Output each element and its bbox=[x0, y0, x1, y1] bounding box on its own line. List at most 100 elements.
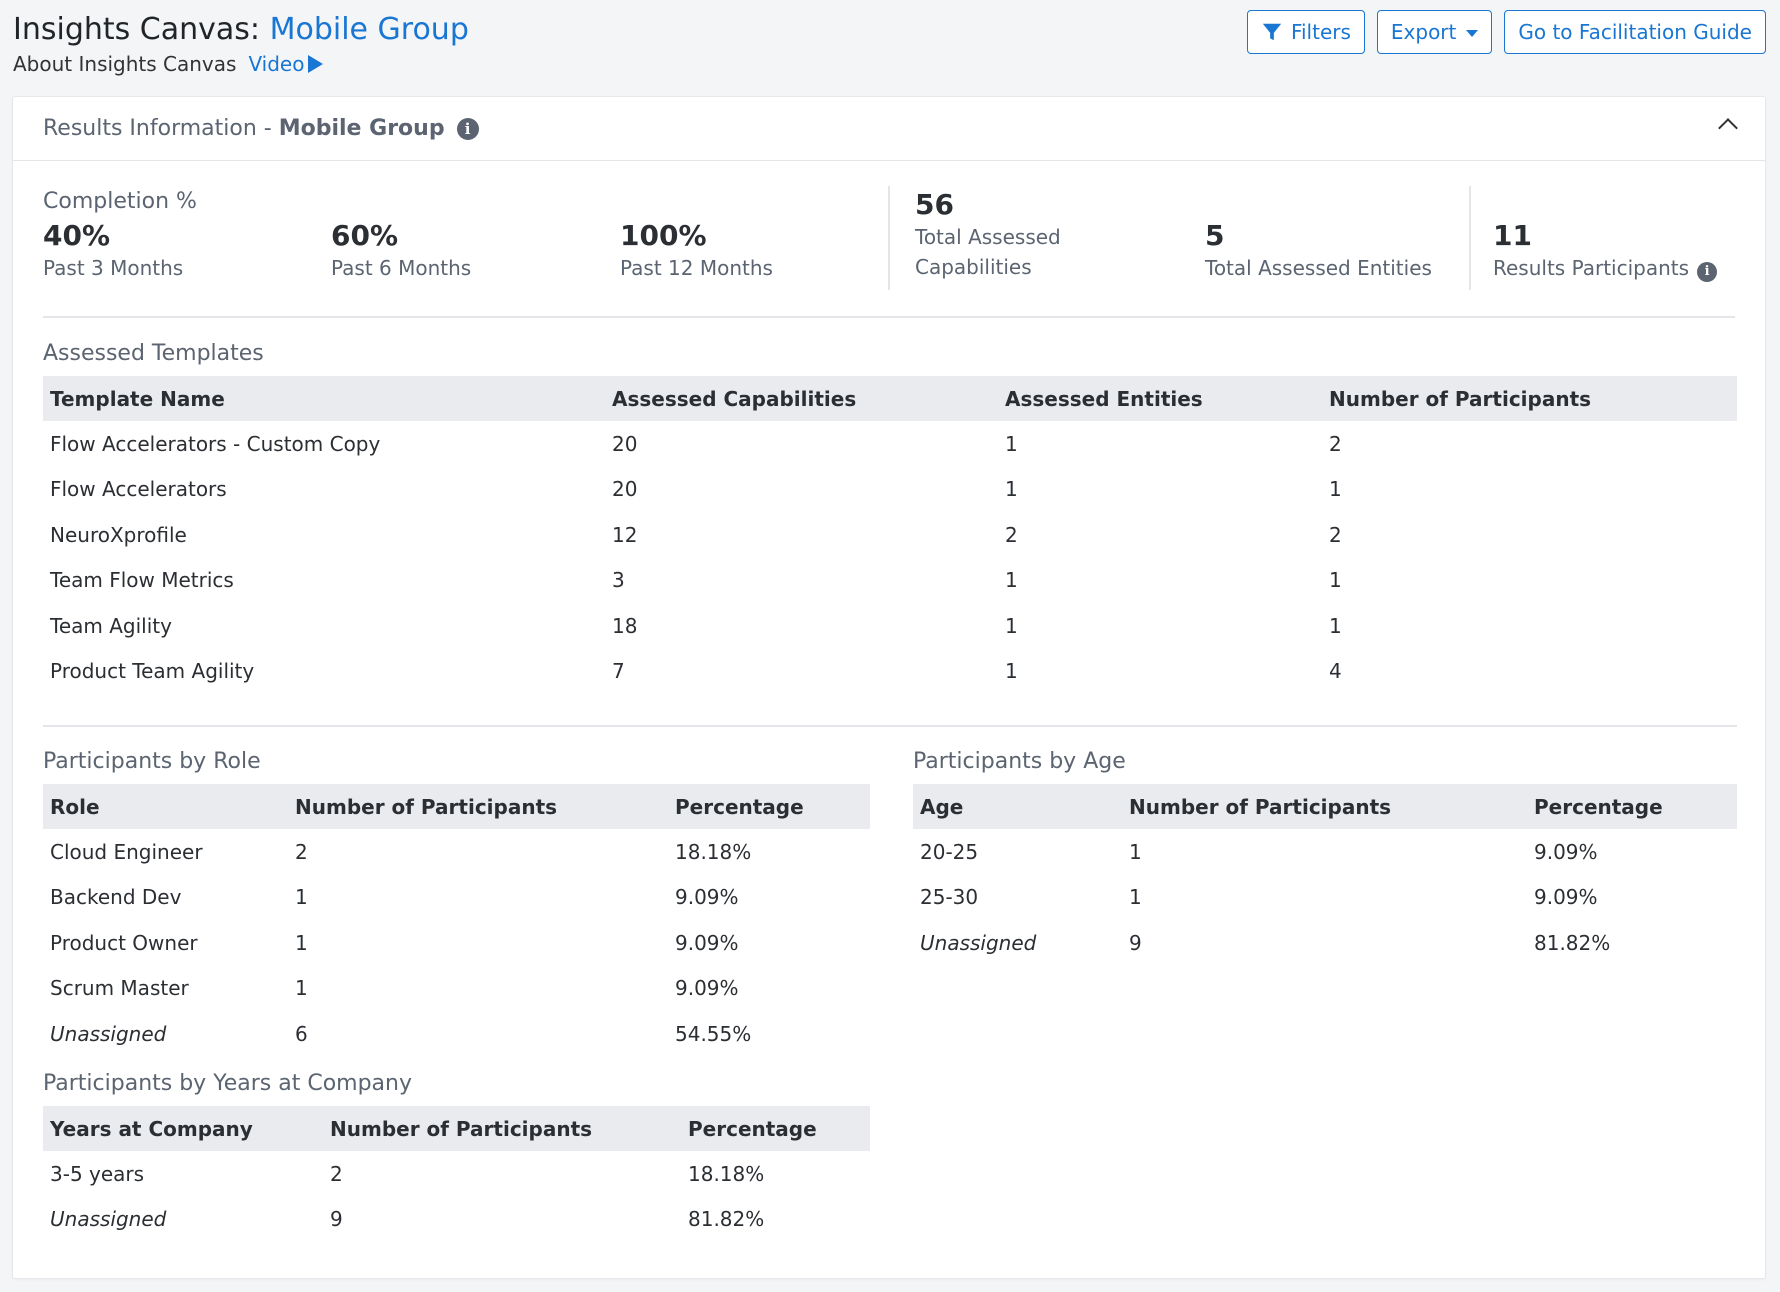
table-cell: 3 bbox=[612, 568, 625, 593]
column-header: Number of Participants bbox=[330, 1116, 593, 1141]
table-cell: 18.18% bbox=[688, 1161, 765, 1186]
about-line: About Insights Canvas Video bbox=[13, 52, 1766, 76]
stat-total-assessed-capabilities: 56 Total Assessed Capabilities bbox=[915, 188, 1061, 282]
table-cell: 9 bbox=[330, 1207, 343, 1232]
info-icon[interactable]: i bbox=[1697, 262, 1718, 282]
section-title: Participants by Age bbox=[913, 749, 1126, 774]
table-row: Backend Dev 1 9.09% bbox=[43, 875, 870, 921]
table-cell: 1 bbox=[1005, 568, 1018, 593]
stat-label: Past 3 Months bbox=[43, 256, 184, 280]
table-row: NeuroXprofile 12 2 2 bbox=[43, 512, 1737, 558]
table-row: Scrum Master 1 9.09% bbox=[43, 966, 870, 1012]
table-cell: 2 bbox=[1329, 431, 1342, 456]
page-title-group[interactable]: Mobile Group bbox=[269, 12, 469, 47]
table-cell: 81.82% bbox=[1534, 930, 1611, 955]
column-header: Number of Participants bbox=[1129, 794, 1392, 819]
stat-total-assessed-entities: 5 Total Assessed Entities bbox=[1205, 219, 1432, 283]
filters-button[interactable]: Filters bbox=[1246, 10, 1365, 54]
table-cell: 1 bbox=[295, 930, 308, 955]
facilitation-guide-button[interactable]: Go to Facilitation Guide bbox=[1504, 10, 1766, 54]
table-cell: 1 bbox=[1005, 477, 1018, 502]
export-dropdown-button[interactable]: Export bbox=[1376, 10, 1493, 54]
section-title: Assessed Templates bbox=[43, 341, 264, 366]
table-cell: 81.82% bbox=[688, 1207, 765, 1232]
completion-label: Completion % bbox=[43, 189, 197, 214]
stat-value: 5 bbox=[1205, 219, 1225, 252]
card-title-group: Mobile Group bbox=[278, 116, 445, 141]
participants-by-age-section: Participants by Age Age Number of Partic… bbox=[913, 740, 1737, 966]
card-header[interactable]: Results Information - Mobile Group i bbox=[13, 97, 1765, 161]
results-information-card: Results Information - Mobile Group i Com… bbox=[12, 96, 1766, 1279]
section-title: Participants by Years at Company bbox=[43, 1071, 412, 1096]
page-title: Insights Canvas: Mobile Group bbox=[13, 10, 1766, 50]
table-cell: 1 bbox=[295, 976, 308, 1001]
stat-label-line1: Total Assessed bbox=[915, 225, 1061, 249]
table-cell: 1 bbox=[1329, 477, 1342, 502]
stat-past-3-months: 40% Past 3 Months bbox=[43, 219, 183, 283]
table-cell: 1 bbox=[1129, 839, 1142, 864]
table-row: Flow Accelerators 20 1 1 bbox=[43, 467, 1737, 513]
column-header: Percentage bbox=[675, 794, 804, 819]
column-header: Template Name bbox=[50, 386, 225, 411]
filters-button-label: Filters bbox=[1290, 20, 1351, 44]
table-cell: Product Team Agility bbox=[50, 659, 255, 684]
table-cell: Unassigned bbox=[50, 1207, 167, 1232]
column-header: Number of Participants bbox=[1329, 386, 1592, 411]
table-row: Product Owner 1 9.09% bbox=[43, 920, 870, 966]
table-cell: 2 bbox=[1329, 522, 1342, 547]
table-row: Flow Accelerators - Custom Copy 20 1 2 bbox=[43, 421, 1737, 467]
table-cell: Cloud Engineer bbox=[50, 839, 203, 864]
table-row: 25-30 1 9.09% bbox=[913, 875, 1737, 921]
stat-value: 56 bbox=[915, 188, 954, 221]
table-cell: 20 bbox=[612, 431, 638, 456]
table-cell: Team Agility bbox=[50, 613, 172, 638]
stat-label: Total Assessed Entities bbox=[1205, 256, 1432, 280]
card-body: Completion % 40% Past 3 Months 60% Past … bbox=[13, 161, 1765, 318]
table-cell: 1 bbox=[295, 885, 308, 910]
table-header-row: Template Name Assessed Capabilities Asse… bbox=[43, 376, 1737, 421]
participants-by-years-section: Participants by Years at Company Years a… bbox=[43, 1062, 870, 1242]
column-header: Role bbox=[50, 794, 100, 819]
table-cell: 9.09% bbox=[1534, 885, 1598, 910]
column-header: Years at Company bbox=[50, 1116, 253, 1141]
table-cell: 25-30 bbox=[920, 885, 979, 910]
table-cell: 9 bbox=[1129, 930, 1142, 955]
video-link[interactable]: Video bbox=[248, 52, 324, 76]
assessed-templates-table: Template Name Assessed Capabilities Asse… bbox=[43, 376, 1737, 694]
stats-row: Completion % 40% Past 3 Months 60% Past … bbox=[43, 161, 1735, 318]
column-header: Age bbox=[920, 794, 964, 819]
table-row: Unassigned 6 54.55% bbox=[43, 1011, 870, 1057]
info-icon[interactable]: i bbox=[456, 117, 479, 140]
table-cell: 18.18% bbox=[675, 839, 752, 864]
table-cell: 2 bbox=[330, 1161, 343, 1186]
participants-by-years-table: Years at Company Number of Participants … bbox=[43, 1106, 870, 1242]
table-row: Unassigned 9 81.82% bbox=[43, 1197, 870, 1243]
table-cell: Product Owner bbox=[50, 930, 198, 955]
table-cell: 9.09% bbox=[1534, 839, 1598, 864]
section-title: Participants by Role bbox=[43, 749, 261, 774]
chevron-up-icon[interactable] bbox=[1718, 118, 1738, 138]
play-icon bbox=[308, 55, 324, 73]
table-row: 3-5 years 2 18.18% bbox=[43, 1151, 870, 1197]
table-cell: Scrum Master bbox=[50, 976, 189, 1001]
table-cell: 1 bbox=[1005, 613, 1018, 638]
stat-value: 60% bbox=[331, 219, 399, 252]
stats-divider bbox=[1469, 186, 1471, 290]
table-cell: 7 bbox=[612, 659, 625, 684]
header-actions: Filters Export Go to Facilitation Guide bbox=[1246, 10, 1766, 54]
column-header: Percentage bbox=[688, 1116, 817, 1141]
participants-by-role-table: Role Number of Participants Percentage C… bbox=[43, 784, 870, 1057]
table-cell: 3-5 years bbox=[50, 1161, 145, 1186]
table-cell: 54.55% bbox=[675, 1021, 752, 1046]
table-row: Cloud Engineer 2 18.18% bbox=[43, 829, 870, 875]
section-divider bbox=[43, 725, 1737, 727]
export-button-label: Export bbox=[1390, 20, 1457, 44]
stat-value: 11 bbox=[1493, 219, 1532, 252]
participants-by-role-section: Participants by Role Role Number of Part… bbox=[43, 740, 870, 1057]
column-header: Assessed Entities bbox=[1005, 386, 1203, 411]
stats-divider bbox=[888, 186, 890, 290]
table-cell: Team Flow Metrics bbox=[50, 568, 234, 593]
about-label: About Insights Canvas bbox=[13, 52, 237, 76]
stat-value: 100% bbox=[620, 219, 707, 252]
